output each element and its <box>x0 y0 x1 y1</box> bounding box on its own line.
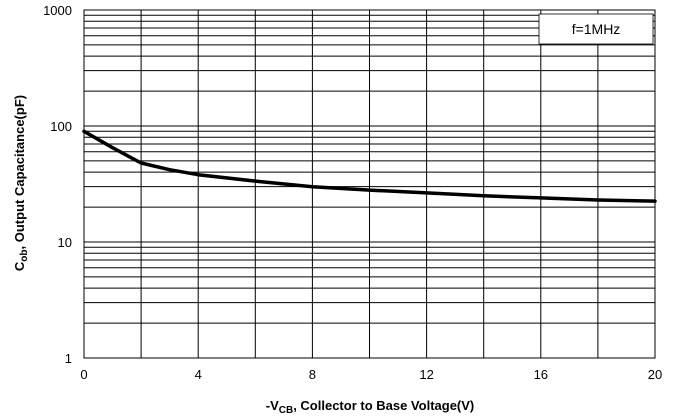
x-tick-label: 8 <box>309 367 316 382</box>
x-tick-label: 20 <box>648 367 662 382</box>
frequency-annotation: f=1MHz <box>572 21 621 37</box>
tick-labels: 0 4 8 12 16 20 1 10 100 1000 <box>43 3 662 382</box>
y-tick-label: 1 <box>65 351 72 366</box>
plot-border <box>83 9 656 359</box>
y-tick-label: 1000 <box>43 3 72 18</box>
y-tick-label: 100 <box>50 119 72 134</box>
series-line <box>82 129 657 203</box>
x-tick-label: 4 <box>195 367 202 382</box>
x-tick-label: 16 <box>534 367 548 382</box>
annotation-box: f=1MHz <box>538 13 654 45</box>
y-axis-label: Cob, Output Capacitance(pF) <box>12 95 30 271</box>
x-tick-label: 12 <box>419 367 433 382</box>
y-tick-label: 10 <box>58 235 72 250</box>
series-layer <box>82 129 657 203</box>
x-tick-label: 0 <box>80 367 87 382</box>
grid <box>83 9 656 359</box>
x-axis-label: -VCB, Collector to Base Voltage(V) <box>266 398 475 416</box>
